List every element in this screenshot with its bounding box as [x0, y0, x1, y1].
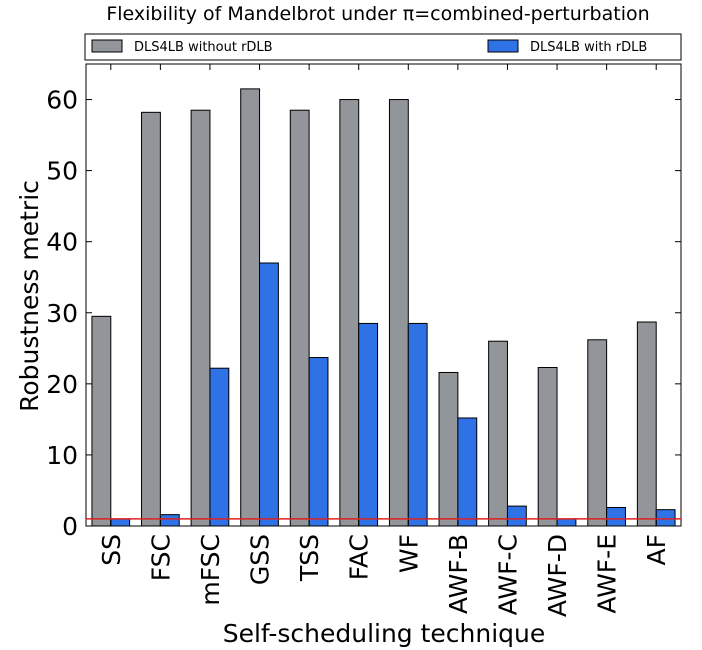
y-axis-title: Robustness metric	[15, 180, 44, 412]
bar-0-9	[537, 366, 558, 527]
x-tick-label-2: mFSC	[196, 534, 225, 606]
x-tick-label-11: AF	[642, 534, 671, 565]
bar-1-10	[606, 507, 626, 527]
bar-0-2	[190, 109, 211, 527]
plot-area: 0 10 20 30 40 50 60 SS FSC mFSC GSS TSS FAC WF AWF-B AW…	[46, 63, 682, 617]
x-tick-label-5: FAC	[345, 534, 374, 580]
bar-0-5	[339, 99, 360, 527]
y-tick-label-5: 50	[46, 157, 78, 186]
bar-1-9	[556, 518, 577, 527]
y-tick-label-4: 40	[46, 228, 78, 257]
x-tick-label-0: SS	[97, 534, 126, 566]
x-tick-label-6: WF	[394, 534, 423, 573]
x-tick-label-4: TSS	[295, 534, 324, 582]
legend: DLS4LB without rDLB DLS4LB with rDLB	[84, 33, 682, 61]
x-tick-label-7: AWF-B	[444, 534, 473, 614]
x-tick-label-3: GSS	[246, 534, 275, 585]
bar-1-7	[457, 417, 478, 527]
y-tick-label-1: 10	[46, 441, 78, 470]
bar-0-8	[488, 340, 508, 527]
chart-title: Flexibility of Mandelbrot under π=combin…	[106, 3, 649, 25]
y-tick-label-3: 30	[46, 299, 78, 328]
x-tick-label-1: FSC	[146, 534, 175, 581]
legend-label-with-rdlb: DLS4LB with rDLB	[530, 40, 647, 55]
x-tick-label-9: AWF-D	[543, 534, 572, 617]
legend-box	[84, 33, 682, 61]
x-axis-title: Self-scheduling technique	[223, 619, 546, 648]
y-tick-label-0: 0	[62, 512, 78, 541]
bar-0-11	[636, 321, 657, 527]
legend-swatch-without-rdlb	[91, 39, 123, 53]
bar-1-11	[655, 509, 676, 527]
x-tick-label-8: AWF-C	[493, 534, 522, 615]
y-tick-label-6: 60	[46, 86, 78, 115]
bar-0-3	[240, 88, 261, 527]
plot-frame	[85, 63, 682, 527]
y-tick-label-2: 20	[46, 370, 78, 399]
bar-0-7	[438, 371, 459, 527]
bar-1-0	[110, 518, 131, 527]
bar-1-8	[506, 505, 527, 527]
legend-swatch-with-rdlb	[487, 39, 519, 53]
legend-label-without-rdlb: DLS4LB without rDLB	[134, 40, 273, 55]
bar-1-1	[159, 514, 180, 527]
bar-0-10	[587, 339, 608, 527]
x-tick-label-10: AWF-E	[593, 534, 622, 614]
bar-0-0	[91, 315, 112, 527]
bar-1-6	[407, 322, 428, 527]
bar-1-5	[358, 322, 379, 527]
bar-0-6	[388, 99, 409, 527]
bar-1-4	[308, 357, 329, 527]
bar-1-3	[259, 262, 279, 527]
bar-0-4	[289, 109, 310, 527]
bar-0-1	[141, 111, 161, 527]
bar-1-2	[209, 367, 230, 527]
